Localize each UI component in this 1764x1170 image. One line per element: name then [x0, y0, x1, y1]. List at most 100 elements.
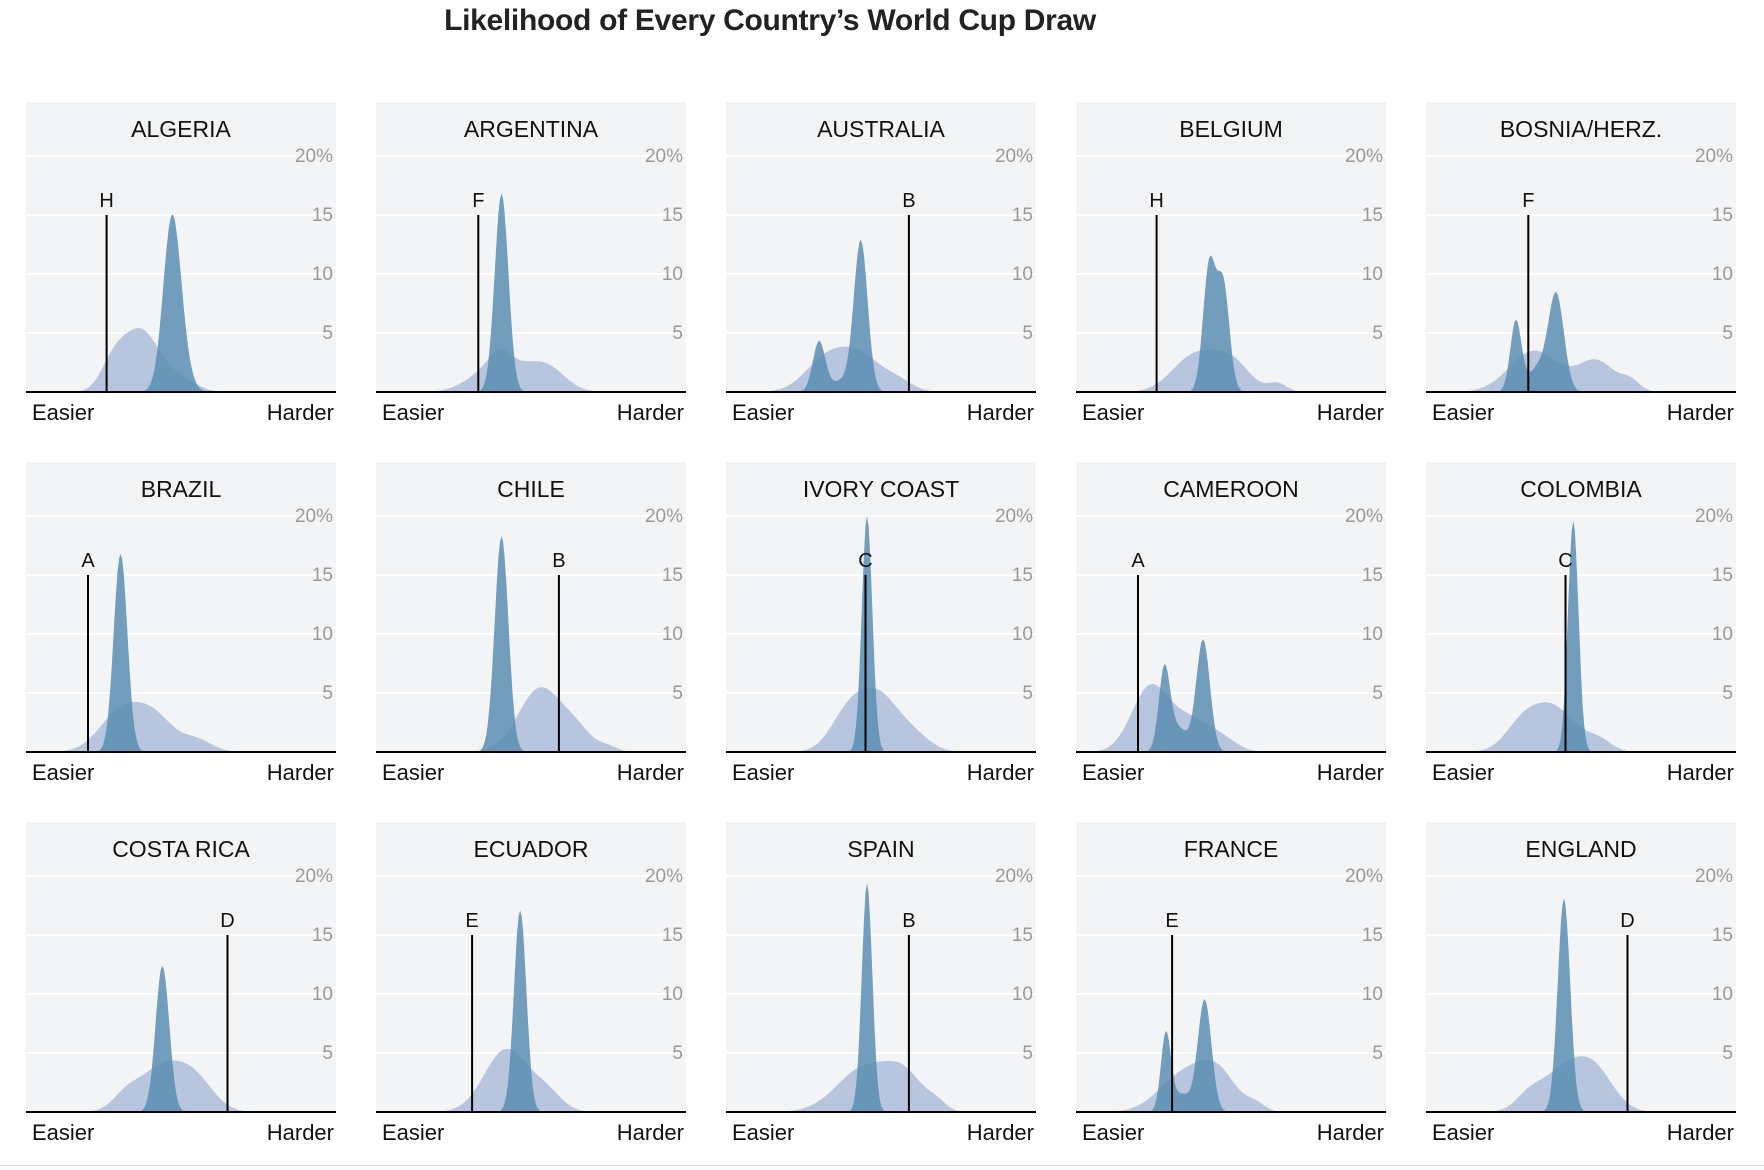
- x-label-easier: Easier: [732, 1120, 794, 1145]
- group-label: C: [1558, 550, 1572, 572]
- country-name: BRAZIL: [141, 476, 222, 502]
- country-name: IVORY COAST: [803, 476, 959, 502]
- distribution-peak-area: [376, 910, 686, 1112]
- y-tick-label: 10: [1362, 264, 1383, 285]
- y-tick-label: 15: [662, 565, 683, 586]
- x-label-harder: Harder: [617, 1120, 684, 1145]
- country-name: ALGERIA: [131, 116, 231, 142]
- y-tick-label: 20%: [1695, 146, 1733, 167]
- country-name: ARGENTINA: [464, 116, 599, 142]
- group-label: F: [1522, 190, 1534, 212]
- distribution-wide-area: [726, 346, 1036, 392]
- x-label-harder: Harder: [967, 400, 1034, 425]
- chart-panel: 20% 15 10 5 A BRAZIL Easier Harder: [26, 462, 336, 785]
- y-tick-label: 10: [662, 984, 683, 1005]
- x-label-harder: Harder: [267, 760, 334, 785]
- x-label-easier: Easier: [382, 400, 444, 425]
- y-tick-label: 5: [1722, 683, 1733, 704]
- chart-panel: 20% 15 10 5 H ALGERIA Easier Harder: [26, 102, 336, 425]
- y-tick-label: 5: [1022, 323, 1033, 344]
- distribution-wide-area: [1426, 1056, 1736, 1112]
- distribution-peak-area: [1076, 255, 1386, 392]
- group-label: D: [220, 910, 234, 932]
- y-tick-label: 15: [312, 925, 333, 946]
- group-label: E: [465, 910, 478, 932]
- x-label-easier: Easier: [1082, 400, 1144, 425]
- x-label-easier: Easier: [32, 400, 94, 425]
- x-label-harder: Harder: [967, 760, 1034, 785]
- x-label-easier: Easier: [32, 760, 94, 785]
- y-tick-label: 15: [1012, 205, 1033, 226]
- group-label: A: [81, 550, 95, 572]
- x-label-harder: Harder: [617, 400, 684, 425]
- x-label-harder: Harder: [617, 760, 684, 785]
- chart-panel: 20% 15 10 5 C IVORY COAST Easier Harder: [726, 462, 1036, 785]
- group-label: F: [472, 190, 484, 212]
- country-name: ENGLAND: [1525, 836, 1636, 862]
- y-tick-label: 15: [662, 205, 683, 226]
- y-tick-label: 10: [1362, 624, 1383, 645]
- chart-panel: 20% 15 10 5 B SPAIN Easier Harder: [726, 822, 1036, 1145]
- country-name: COLOMBIA: [1520, 476, 1642, 502]
- y-tick-label: 15: [1712, 565, 1733, 586]
- panel-background: [1076, 462, 1386, 752]
- y-tick-label: 10: [1712, 624, 1733, 645]
- country-name: CAMEROON: [1163, 476, 1298, 502]
- x-label-harder: Harder: [1317, 1120, 1384, 1145]
- y-tick-label: 10: [1362, 984, 1383, 1005]
- y-tick-label: 5: [672, 683, 683, 704]
- group-label: E: [1165, 910, 1178, 932]
- x-label-harder: Harder: [967, 1120, 1034, 1145]
- y-tick-label: 5: [1022, 683, 1033, 704]
- chart-panel: 20% 15 10 5 C COLOMBIA Easier Harder: [1426, 462, 1736, 785]
- chart-title: Likelihood of Every Country’s World Cup …: [444, 4, 1096, 37]
- distribution-wide-area: [26, 1060, 336, 1112]
- y-tick-label: 20%: [295, 506, 333, 527]
- x-label-harder: Harder: [1667, 1120, 1734, 1145]
- y-tick-label: 5: [322, 1043, 333, 1064]
- distribution-peak-area: [1426, 520, 1736, 752]
- y-tick-label: 5: [1372, 1043, 1383, 1064]
- y-tick-label: 10: [662, 624, 683, 645]
- country-name: COSTA RICA: [112, 836, 250, 862]
- y-tick-label: 20%: [1345, 506, 1383, 527]
- distribution-wide-area: [376, 687, 686, 752]
- group-label: C: [858, 550, 872, 572]
- chart-panel: 20% 15 10 5 E ECUADOR Easier Harder: [376, 822, 686, 1145]
- y-tick-label: 10: [1712, 264, 1733, 285]
- panel-background: [1426, 102, 1736, 392]
- chart-panel: 20% 15 10 5 D COSTA RICA Easier Harder: [26, 822, 336, 1145]
- y-tick-label: 15: [662, 925, 683, 946]
- distribution-wide-area: [726, 687, 1036, 752]
- y-tick-label: 10: [1012, 264, 1033, 285]
- x-label-easier: Easier: [1432, 1120, 1494, 1145]
- y-tick-label: 10: [312, 264, 333, 285]
- y-tick-label: 10: [1012, 624, 1033, 645]
- y-tick-label: 5: [1722, 1043, 1733, 1064]
- y-tick-label: 10: [662, 264, 683, 285]
- y-tick-label: 20%: [1695, 866, 1733, 887]
- x-label-harder: Harder: [267, 1120, 334, 1145]
- x-label-harder: Harder: [1667, 760, 1734, 785]
- y-tick-label: 5: [1022, 1043, 1033, 1064]
- distribution-wide-area: [1426, 350, 1736, 392]
- group-label: H: [1149, 190, 1163, 212]
- y-tick-label: 15: [1362, 565, 1383, 586]
- y-tick-label: 5: [1722, 323, 1733, 344]
- y-tick-label: 20%: [295, 146, 333, 167]
- y-tick-label: 20%: [1695, 506, 1733, 527]
- y-tick-label: 20%: [1345, 866, 1383, 887]
- chart-panel: 20% 15 10 5 E FRANCE Easier Harder: [1076, 822, 1386, 1145]
- chart-panel: 20% 15 10 5 B CHILE Easier Harder: [376, 462, 686, 785]
- y-tick-label: 5: [1372, 683, 1383, 704]
- y-tick-label: 15: [1012, 925, 1033, 946]
- y-tick-label: 5: [1372, 323, 1383, 344]
- x-label-easier: Easier: [1432, 760, 1494, 785]
- group-label: A: [1131, 550, 1145, 572]
- country-name: FRANCE: [1184, 836, 1279, 862]
- chart-panel: 20% 15 10 5 F BOSNIA/HERZ. Easier Harder: [1426, 102, 1736, 425]
- y-tick-label: 20%: [995, 146, 1033, 167]
- y-tick-label: 20%: [645, 866, 683, 887]
- y-tick-label: 15: [312, 565, 333, 586]
